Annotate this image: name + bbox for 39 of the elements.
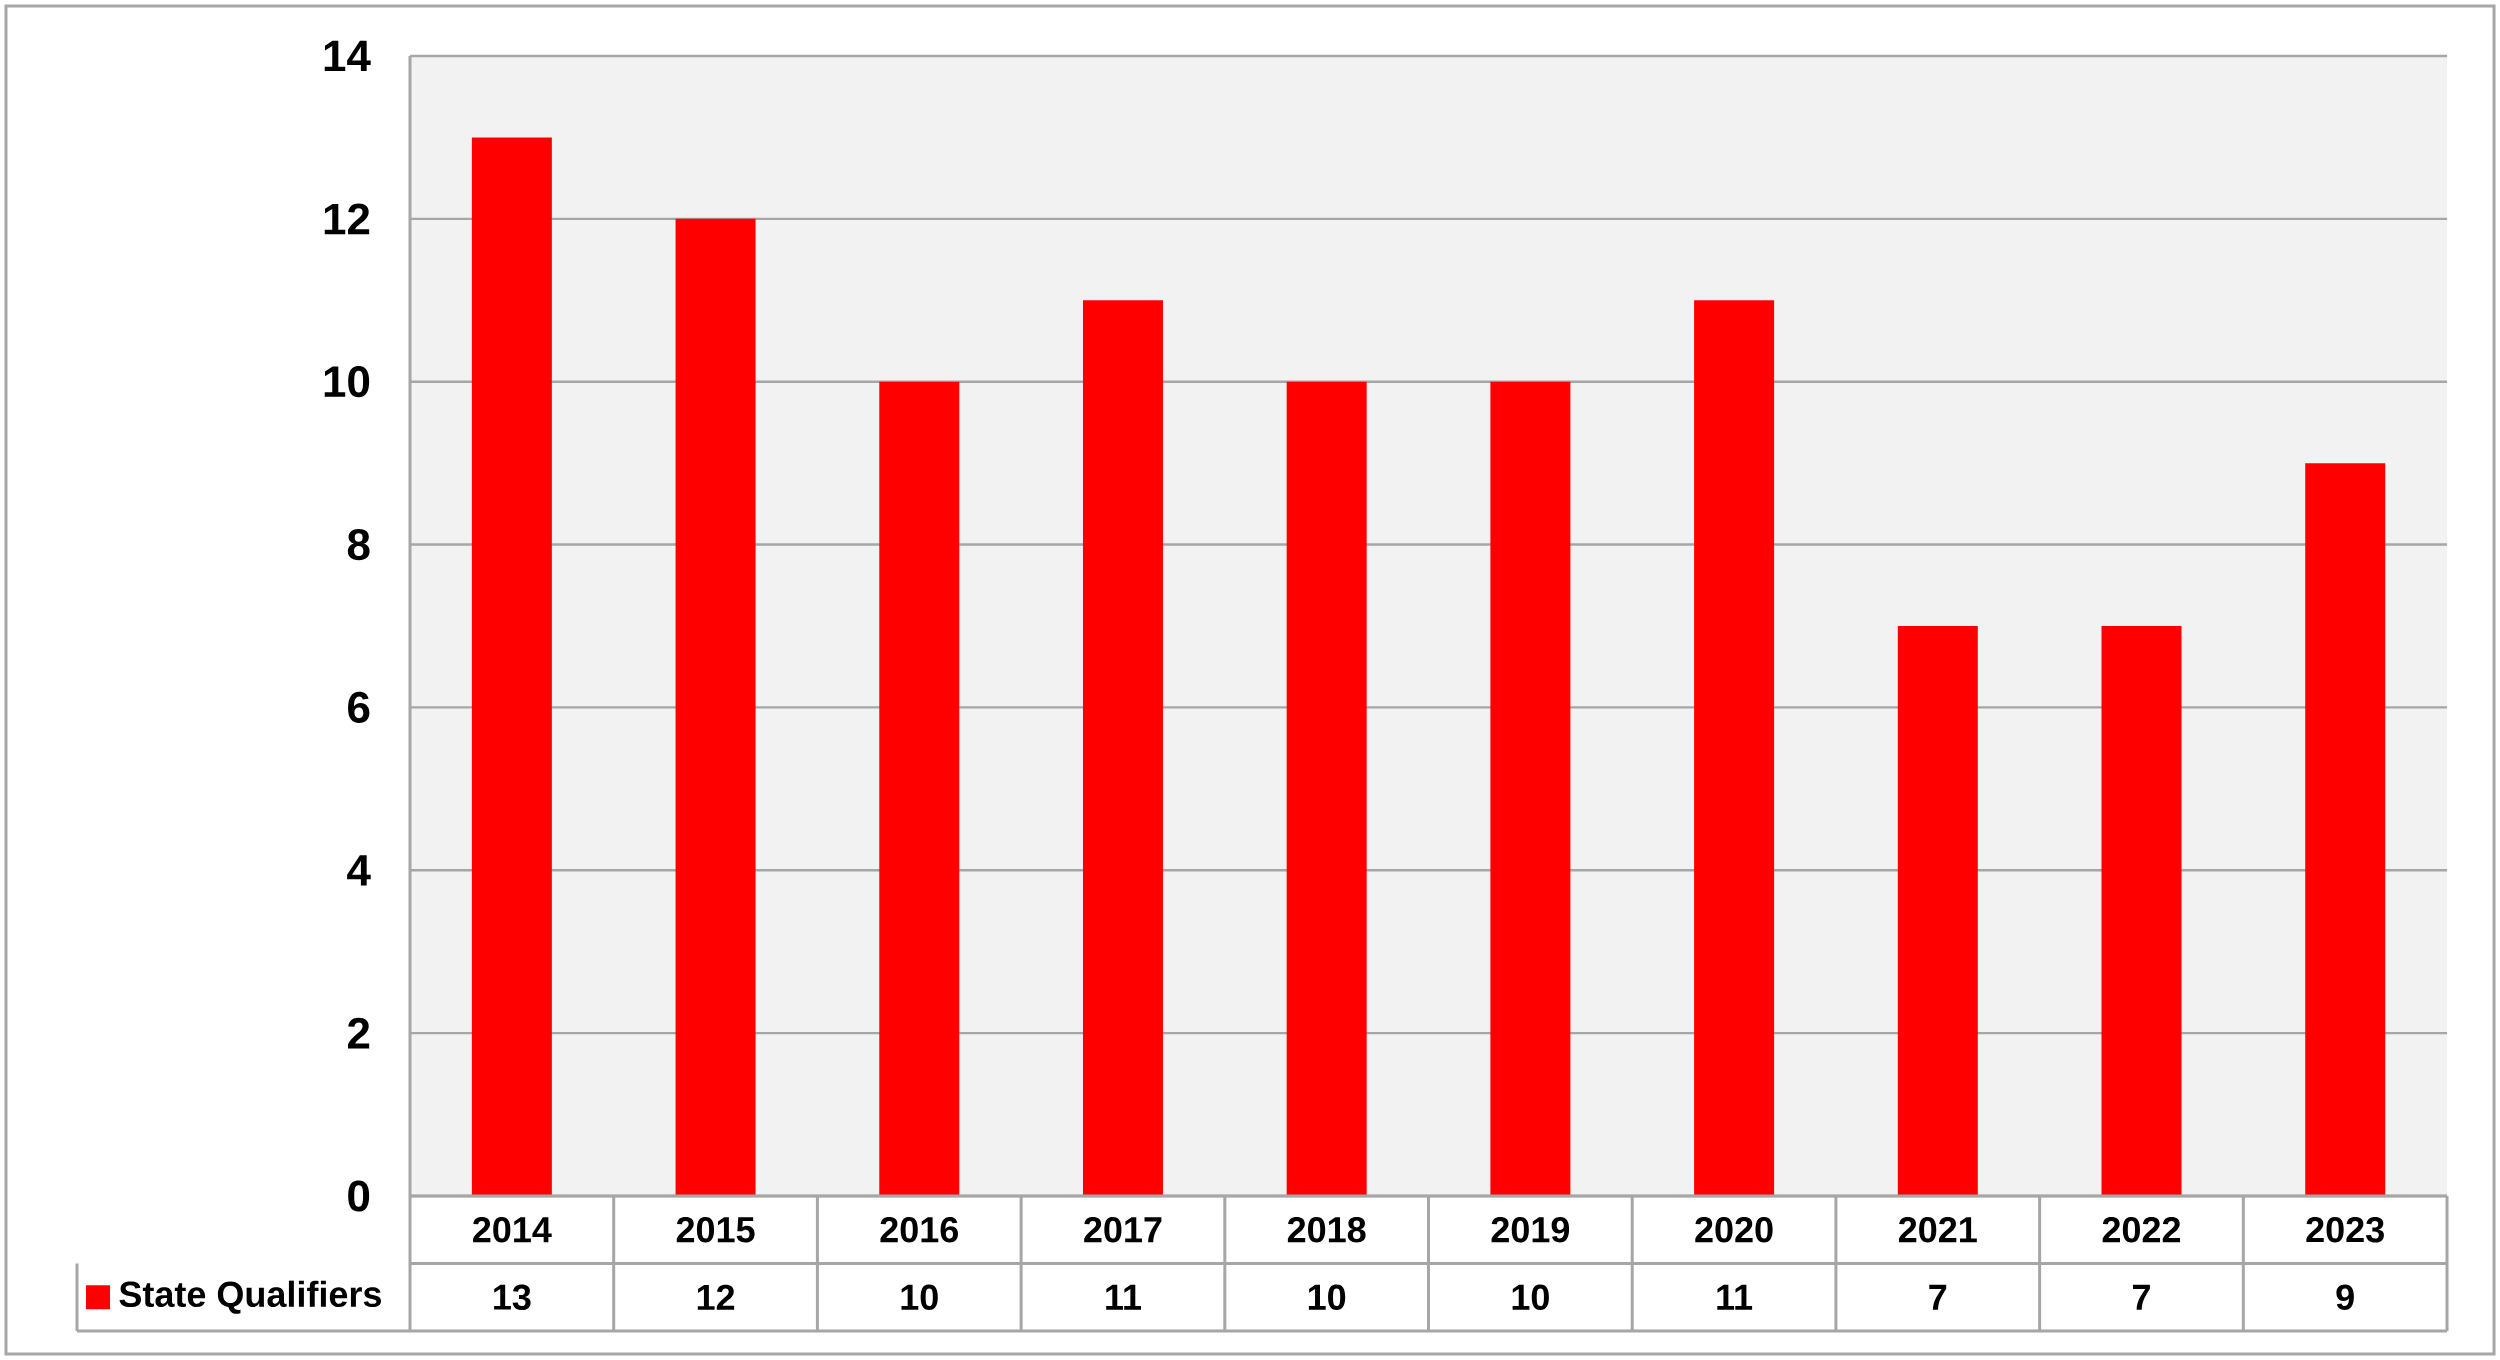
data-label: 10 <box>1308 1284 1346 1310</box>
x-tick-label: 2016 <box>880 1216 958 1243</box>
x-tick-label: 2014 <box>473 1216 552 1243</box>
x-tick-label: 2022 <box>2102 1216 2181 1243</box>
legend-label: State Qualifiers <box>119 1280 381 1314</box>
y-tick-label: 10 <box>324 366 370 398</box>
bar <box>1694 300 1775 1196</box>
x-tick-label: 2017 <box>1084 1216 1162 1243</box>
data-label: 7 <box>2133 1284 2150 1310</box>
bar <box>471 137 552 1196</box>
data-label: 10 <box>901 1284 938 1310</box>
bar <box>1897 625 1978 1196</box>
y-tick-label: 2 <box>348 1017 370 1049</box>
y-tick-label: 8 <box>347 528 370 561</box>
bar <box>1490 381 1571 1196</box>
data-label: 13 <box>494 1284 531 1311</box>
bar <box>2305 463 2386 1196</box>
x-tick-label: 2021 <box>1898 1216 1977 1243</box>
data-label: 12 <box>697 1284 735 1310</box>
x-tick-label: 2023 <box>2306 1216 2384 1243</box>
bar <box>1286 381 1367 1196</box>
bar <box>879 381 960 1196</box>
bar <box>1082 300 1163 1196</box>
data-label: 10 <box>1512 1284 1549 1310</box>
x-tick-label: 2018 <box>1287 1216 1366 1243</box>
data-label: 9 <box>2336 1284 2354 1310</box>
data-label: 11 <box>1717 1284 1753 1310</box>
y-tick-label: 14 <box>324 40 371 72</box>
x-tick-label: 2020 <box>1695 1216 1773 1243</box>
y-tick-label: 0 <box>348 1180 370 1212</box>
data-label: 7 <box>1929 1284 1947 1310</box>
y-tick-label: 12 <box>324 203 370 235</box>
y-tick-label: 6 <box>348 691 370 724</box>
bar <box>2101 625 2182 1196</box>
bar <box>675 218 756 1196</box>
data-label: 11 <box>1106 1284 1142 1310</box>
x-tick-label: 2015 <box>676 1216 755 1243</box>
x-tick-label: 2019 <box>1491 1216 1570 1243</box>
y-tick-label: 4 <box>347 855 371 886</box>
